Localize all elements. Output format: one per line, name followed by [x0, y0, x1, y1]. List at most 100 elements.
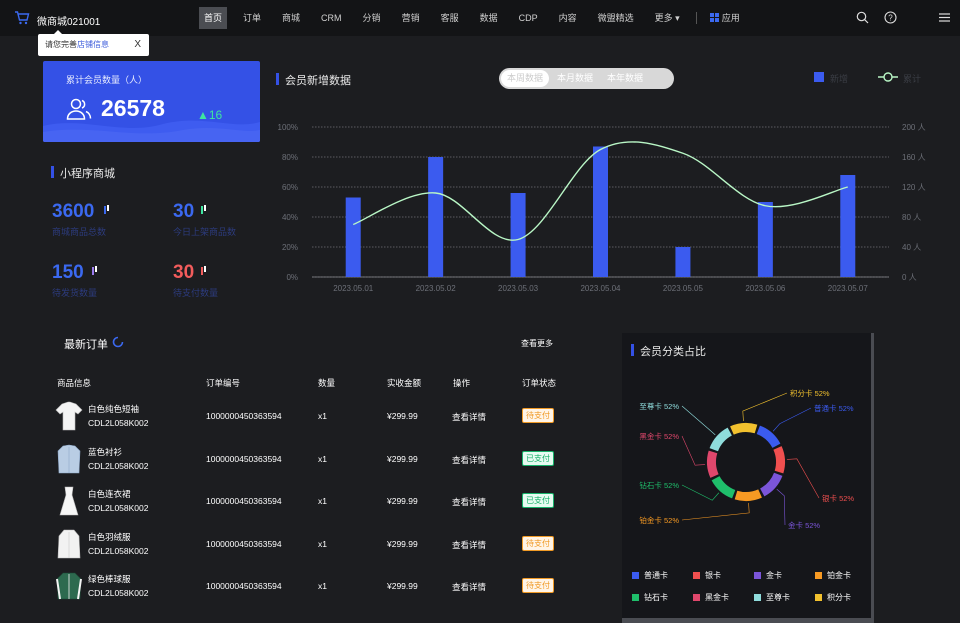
view-details-link[interactable]: 查看详情	[452, 497, 487, 507]
legend-item-铂金卡[interactable]: 铂金卡	[815, 570, 851, 581]
legend-swatch	[815, 572, 822, 579]
nav-item-7[interactable]: 数据	[479, 13, 498, 23]
y-left-tick: 100%	[278, 123, 298, 132]
shop-info-link[interactable]: 店铺信息	[77, 40, 109, 49]
member-category-panel	[622, 333, 874, 623]
apps-label: 应用	[721, 13, 740, 23]
tab-2[interactable]: 本年数据	[607, 73, 644, 83]
nav-item-8[interactable]: CDP	[518, 13, 538, 23]
legend-item-普通卡[interactable]: 普通卡	[632, 570, 668, 581]
product-name[interactable]: 白色羽绒服	[88, 531, 131, 542]
panel-horizontal-scrollbar[interactable]	[622, 618, 874, 623]
order-quantity: x1	[318, 496, 327, 506]
apps-button[interactable]: 应用	[705, 7, 745, 29]
legend-label: 金卡	[766, 571, 782, 580]
view-details-link[interactable]: 查看详情	[452, 539, 487, 550]
bar-2023.05.05[interactable]	[675, 247, 691, 277]
member-total-delta: ▲16	[197, 108, 223, 122]
slice-label: 积分卡 52%	[790, 388, 830, 398]
donut-slice-银卡[interactable]	[773, 446, 785, 474]
y-right-tick: 160 人	[902, 153, 926, 162]
dress-icon[interactable]	[54, 485, 84, 517]
legend-item-金卡[interactable]: 金卡	[754, 570, 782, 581]
product-name[interactable]: 白色纯色短袖	[88, 404, 140, 414]
donut-slice-普通卡[interactable]	[756, 425, 781, 448]
product-sku: CDL2L058K002	[88, 545, 149, 556]
refresh-icon[interactable]	[112, 336, 124, 348]
nav-item-6[interactable]: 客服	[440, 13, 459, 23]
nav-item-9[interactable]: 内容	[558, 13, 577, 23]
legend-line-label: 累计	[903, 74, 922, 84]
status-badge: 已支付	[522, 493, 554, 508]
nav-item-11[interactable]: 更多 ▾	[654, 13, 680, 23]
nav-item-5[interactable]: 营销	[401, 13, 420, 23]
donut-slice-黑金卡[interactable]	[707, 450, 719, 478]
legend-line-swatch	[878, 72, 898, 82]
x-tick-label: 2023.05.04	[580, 284, 621, 293]
nav-item-4[interactable]: 分销	[362, 13, 381, 23]
legend-label: 积分卡	[827, 593, 851, 602]
legend-item-至尊卡[interactable]: 至尊卡	[754, 592, 790, 603]
product-sku: CDL2L058K002	[88, 588, 149, 598]
cart-icon[interactable]	[14, 10, 30, 26]
nav-item-3[interactable]: CRM	[321, 13, 342, 23]
bar-2023.05.06[interactable]	[757, 202, 773, 277]
donut-slice-铂金卡[interactable]	[734, 489, 762, 501]
product-name[interactable]: 绿色棒球服	[88, 574, 131, 584]
legend-item-钻石卡[interactable]: 钻石卡	[632, 592, 668, 603]
view-details-link[interactable]: 查看详情	[452, 582, 487, 592]
nav-item-10[interactable]: 微盟精选	[597, 13, 634, 23]
menu-icon[interactable]	[938, 11, 951, 24]
bar-2023.05.03[interactable]	[510, 193, 526, 277]
product-name[interactable]: 蓝色衬衫	[88, 446, 123, 457]
order-quantity: x1	[318, 453, 327, 464]
see-more-link[interactable]: 查看更多	[521, 339, 553, 348]
coat-icon[interactable]	[54, 528, 84, 560]
legend-bar-label: 新增	[830, 74, 849, 84]
table-row: 白色纯色短袖 CDL2L058K002 1000000450363594 x1 ¥299…	[0, 397, 600, 439]
legend-item-积分卡[interactable]: 积分卡	[815, 592, 851, 603]
view-details-link[interactable]: 查看详情	[452, 412, 487, 422]
search-icon[interactable]	[856, 11, 869, 24]
nav-item-1[interactable]: 订单	[243, 13, 262, 23]
order-amount: ¥299.99	[387, 538, 418, 549]
product-name[interactable]: 白色连衣裙	[88, 489, 131, 499]
bar-2023.05.07[interactable]	[840, 175, 856, 277]
shop-name[interactable]: 微商城021001	[37, 17, 101, 28]
donut-slice-钻石卡[interactable]	[711, 476, 736, 499]
stat-caption: 待支付数量	[173, 288, 219, 298]
member-total-card: 累计会员数量（人） 26578 ▲16	[43, 61, 260, 142]
donut-slice-积分卡[interactable]	[730, 423, 758, 435]
nav-item-0[interactable]: 首页	[199, 7, 228, 29]
nav-item-2[interactable]: 商城	[282, 13, 301, 23]
tab-1[interactable]: 本月数据	[557, 73, 594, 83]
stat-caption: 待发货数量	[52, 288, 98, 298]
tshirt-icon[interactable]	[54, 400, 84, 432]
shirt-icon[interactable]	[54, 443, 84, 475]
help-icon[interactable]: ?	[884, 11, 897, 24]
view-details-link[interactable]: 查看详情	[452, 454, 487, 465]
donut-slice-金卡[interactable]	[760, 472, 783, 497]
bar-2023.05.02[interactable]	[428, 157, 444, 277]
slice-label: 金卡 52%	[788, 520, 820, 530]
legend-label: 黑金卡	[705, 593, 729, 602]
legend-item-银卡[interactable]: 银卡	[693, 570, 721, 581]
jacket-icon[interactable]	[54, 570, 84, 602]
order-number: 1000000450363594	[206, 496, 282, 506]
bar-2023.05.04[interactable]	[593, 146, 608, 278]
legend-swatch	[632, 572, 639, 579]
status-badge: 待支付	[522, 535, 554, 551]
legend-item-黑金卡[interactable]: 黑金卡	[693, 592, 729, 603]
panel-scrollbar[interactable]	[871, 333, 874, 618]
legend-label: 银卡	[705, 571, 721, 580]
card-wave-decoration	[43, 120, 260, 142]
tab-0[interactable]: 本周数据	[501, 70, 550, 87]
legend-swatch	[815, 594, 822, 601]
shop-info-tooltip: 请您完善店铺信息 X	[38, 30, 149, 56]
y-right-tick: 200 人	[902, 123, 926, 132]
close-icon[interactable]: X	[134, 39, 141, 50]
slice-leader-line	[681, 484, 720, 501]
bar-2023.05.01[interactable]	[345, 197, 361, 278]
product-sku: CDL2L058K002	[88, 503, 149, 513]
donut-slice-至尊卡[interactable]	[709, 427, 732, 452]
